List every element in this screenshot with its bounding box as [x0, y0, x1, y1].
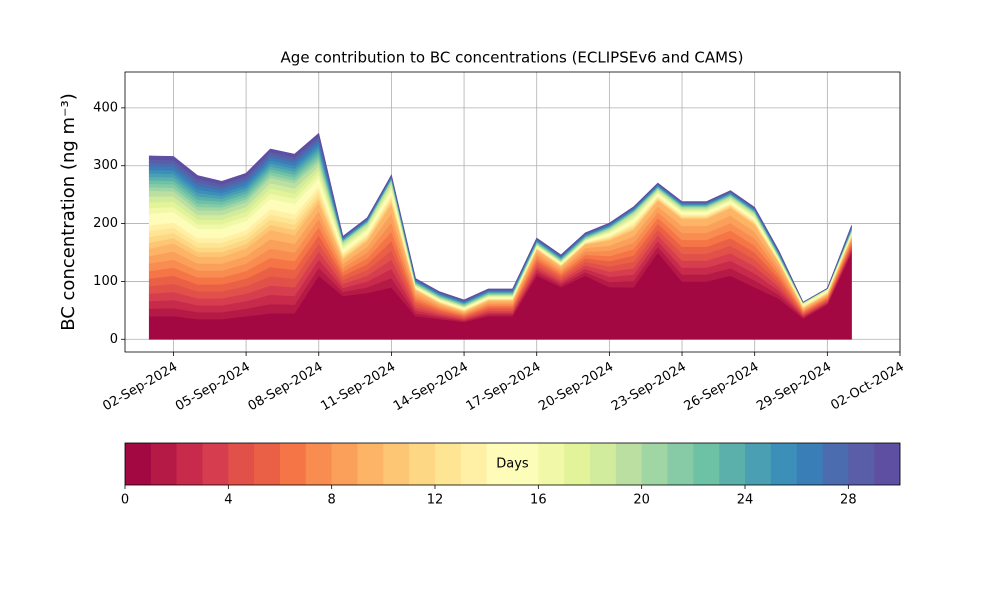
x-tick-label: 11-Sep-2024 [318, 360, 398, 415]
y-tick-label: 100 [93, 274, 118, 289]
colorbar-segment [693, 443, 720, 485]
colorbar-tick-label: 20 [633, 493, 650, 508]
x-tick-label: 02-Sep-2024 [100, 360, 180, 415]
colorbar-segment [719, 443, 746, 485]
plot-area [125, 72, 901, 352]
colorbar-tick-label: 8 [328, 493, 336, 508]
plot-frame [124, 71, 901, 353]
colorbar-segment [590, 443, 617, 485]
y-axis-label: BC concentration (ng m⁻³) [58, 93, 79, 331]
colorbar-segment [228, 443, 255, 485]
colorbar-segment [512, 443, 539, 485]
colorbar-segment [641, 443, 668, 485]
colorbar-segment [848, 443, 875, 485]
x-tick-label: 29-Sep-2024 [754, 360, 834, 415]
y-tick-label: 0 [110, 332, 118, 347]
colorbar-segment [254, 443, 281, 485]
colorbar-tick-label: 28 [840, 493, 857, 508]
colorbar: Days 0 4 8 12 16 20 24 28 [121, 442, 901, 508]
chart-title: Age contribution to BC concentrations (E… [281, 49, 744, 67]
colorbar-segment [538, 443, 565, 485]
colorbar-frame [124, 442, 901, 486]
x-tick-label: 17-Sep-2024 [464, 360, 544, 415]
x-tick-label: 05-Sep-2024 [173, 360, 253, 415]
colorbar-segment [615, 443, 642, 485]
colorbar-segment [796, 443, 823, 485]
colorbar-segment [770, 443, 797, 485]
colorbar-segment [150, 443, 177, 485]
y-tick-label: 200 [93, 216, 118, 231]
colorbar-tick-label: 12 [427, 493, 444, 508]
colorbar-segment [460, 443, 487, 485]
colorbar-segment [357, 443, 384, 485]
x-tick-label: 26-Sep-2024 [682, 360, 762, 415]
colorbar-segment [176, 443, 203, 485]
area-band [148, 132, 852, 303]
colorbar-segment [564, 443, 591, 485]
colorbar-segment [280, 443, 307, 485]
colorbar-segment [383, 443, 410, 485]
x-tick-label: 02-Oct-2024 [828, 360, 906, 414]
colorbar-segment [435, 443, 462, 485]
colorbar-segment [874, 443, 901, 485]
x-tick-label: 20-Sep-2024 [536, 360, 616, 415]
x-tick-label: 08-Sep-2024 [246, 360, 326, 415]
x-tick-label: 14-Sep-2024 [391, 360, 471, 415]
colorbar-tick-label: 4 [224, 493, 232, 508]
colorbar-segment [667, 443, 694, 485]
colorbar-segment [822, 443, 849, 485]
colorbar-segment [305, 443, 332, 485]
y-tick-label: 300 [93, 158, 118, 173]
colorbar-label: Days [496, 457, 529, 472]
colorbar-segment [745, 443, 772, 485]
colorbar-segment [409, 443, 436, 485]
colorbar-segment [331, 443, 358, 485]
x-tick-label: 23-Sep-2024 [609, 360, 689, 415]
y-tick-label: 400 [93, 100, 118, 115]
colorbar-tick-label: 24 [737, 493, 754, 508]
colorbar-segment [486, 443, 513, 485]
colorbar-tick-label: 0 [121, 493, 129, 508]
colorbar-segment [202, 443, 229, 485]
colorbar-segment [125, 443, 152, 485]
colorbar-tick-label: 16 [530, 493, 547, 508]
